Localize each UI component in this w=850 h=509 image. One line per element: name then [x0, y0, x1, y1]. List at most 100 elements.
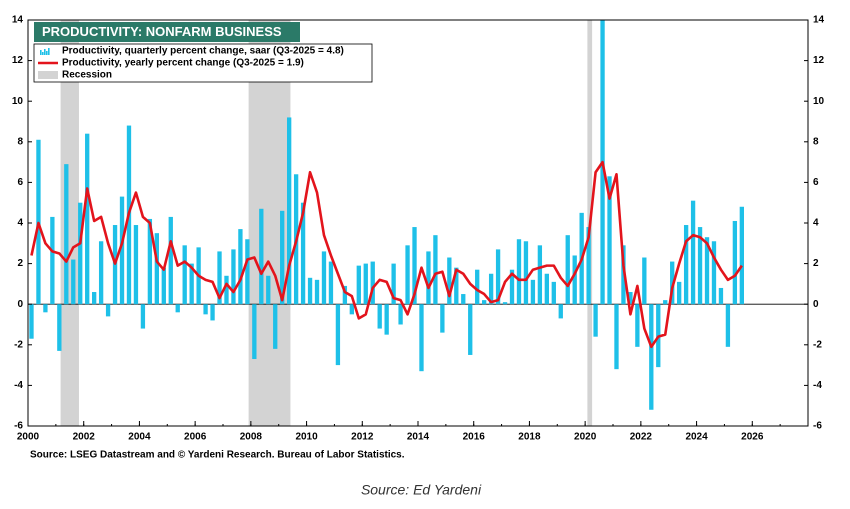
bar: [43, 304, 48, 313]
bar: [245, 239, 250, 305]
bar: [732, 220, 738, 305]
y-tick-label: 8: [17, 136, 23, 147]
bar: [593, 304, 598, 337]
legend-swatch: [48, 48, 50, 55]
bar: [565, 235, 570, 305]
x-tick-label: 2026: [741, 432, 764, 443]
legend-swatch: [42, 52, 44, 55]
y-tick-label-right: -2: [813, 339, 822, 350]
y-tick-label: 12: [12, 55, 24, 66]
bar: [349, 304, 354, 315]
bar: [328, 261, 334, 305]
bar: [725, 304, 731, 347]
legend-swatch: [46, 51, 48, 55]
bar: [614, 304, 619, 370]
bar: [670, 261, 675, 305]
bar: [92, 292, 97, 305]
bar: [551, 281, 556, 305]
x-tick-label: 2002: [73, 432, 96, 443]
bar: [140, 304, 146, 329]
y-tick-label: 14: [12, 15, 24, 26]
bar: [105, 304, 111, 317]
recession-band: [60, 20, 79, 426]
bar: [384, 304, 389, 335]
x-tick-label: 2006: [184, 432, 207, 443]
bar: [161, 267, 166, 305]
bar: [412, 227, 417, 305]
bar: [363, 263, 368, 305]
bar: [405, 245, 410, 305]
bar: [711, 241, 717, 305]
bar: [29, 304, 34, 339]
legend-swatch: [38, 71, 58, 79]
bar: [690, 200, 696, 305]
legend-label: Productivity, yearly percent change (Q3-…: [62, 58, 304, 69]
x-tick-label: 2016: [463, 432, 486, 443]
bar: [558, 304, 563, 319]
y-tick-label: -4: [14, 380, 23, 391]
bar: [356, 265, 361, 305]
y-tick-label: 2: [17, 258, 23, 269]
bar: [57, 304, 62, 351]
legend-label: Productivity, quarterly percent change, …: [62, 46, 344, 57]
plot-area: [28, 20, 808, 426]
caption: Source: Ed Yardeni: [361, 482, 482, 498]
bar: [502, 302, 508, 305]
bar: [697, 227, 703, 305]
legend-swatch: [44, 49, 46, 55]
y-tick-label-right: 6: [813, 177, 819, 188]
bar: [300, 202, 306, 305]
bar: [377, 304, 382, 329]
bar: [217, 251, 222, 305]
bar: [600, 20, 605, 305]
bar: [628, 292, 633, 305]
bar: [447, 257, 452, 305]
y-tick-label: -2: [14, 339, 23, 350]
bar: [342, 285, 348, 305]
bar: [78, 202, 83, 305]
y-tick-label-right: -4: [813, 380, 822, 391]
bar: [203, 304, 208, 315]
bar: [182, 245, 187, 305]
bar: [718, 287, 724, 305]
bar: [530, 279, 536, 305]
x-tick-label: 2000: [17, 432, 40, 443]
line: [30, 160, 743, 349]
x-tick-label: 2008: [240, 432, 263, 443]
bar: [607, 176, 612, 305]
bar: [677, 281, 682, 305]
bar: [280, 210, 285, 305]
bar: [85, 133, 90, 305]
bar: [259, 208, 264, 305]
bar: [147, 218, 153, 305]
bar: [475, 269, 480, 305]
bar: [64, 164, 69, 305]
y-tick-label-right: 10: [813, 96, 825, 107]
bar: [468, 304, 473, 355]
bar: [71, 259, 76, 305]
bar: [419, 304, 424, 372]
y-tick-label: 4: [17, 218, 23, 229]
bar: [307, 277, 313, 305]
bar: [544, 273, 549, 305]
bar: [175, 304, 180, 313]
y-tick-label-right: 2: [813, 258, 819, 269]
bar: [154, 233, 159, 305]
y-tick-label: 10: [12, 96, 24, 107]
bar: [642, 257, 647, 305]
bar: [683, 225, 689, 305]
bar: [509, 269, 515, 305]
bar: [224, 275, 229, 305]
bar: [287, 117, 292, 305]
x-tick-label: 2020: [574, 432, 597, 443]
bar: [739, 206, 744, 305]
bar: [370, 261, 375, 305]
x-tick-label: 2024: [685, 432, 708, 443]
y-tick-label: -6: [14, 421, 23, 432]
bar: [537, 245, 543, 305]
bar: [252, 304, 257, 360]
bar: [119, 196, 125, 305]
y-tick-label-right: -6: [813, 421, 822, 432]
bar: [321, 251, 327, 305]
x-tick-label: 2022: [630, 432, 653, 443]
